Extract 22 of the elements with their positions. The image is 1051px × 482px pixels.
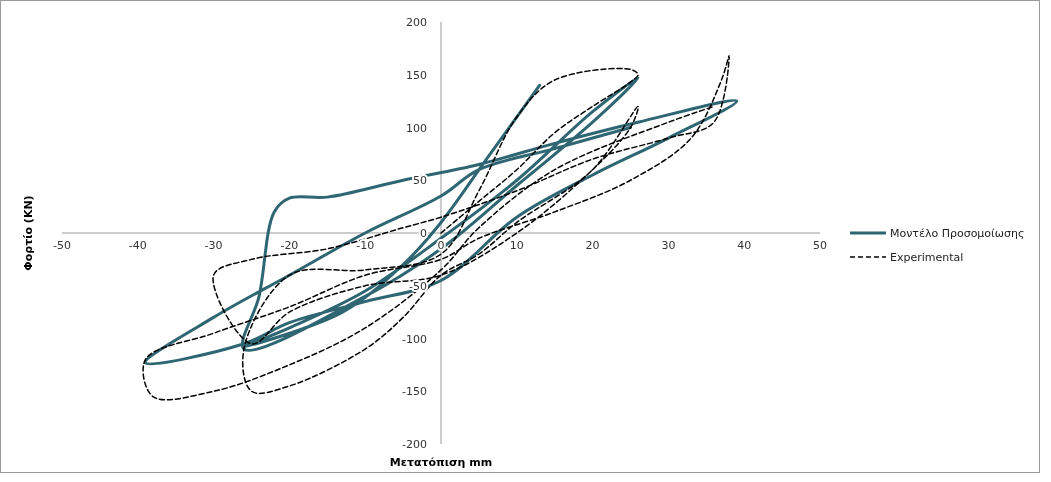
y-tick-label: 150 [406,68,427,82]
x-tick-label: 20 [585,239,600,252]
y-axis-title: Φορτίο (KN) [22,195,35,271]
y-tick-label: -200 [402,438,427,451]
y-tick-label: 200 [406,16,427,29]
x-tick-label: 10 [509,239,524,252]
y-tick-label: -150 [402,385,427,399]
legend-label: Experimental [890,251,964,264]
legend-label: Μοντέλο Προσομοίωσης [890,227,1025,240]
x-tick-label: -10 [356,239,375,252]
y-tick-label: 100 [406,121,427,135]
x-tick-label: 50 [813,239,827,252]
x-tick-label: 40 [737,239,752,252]
x-tick-label: -50 [53,239,71,252]
x-axis-title: Μετατόπιση mm [389,456,493,469]
y-tick-label: -100 [402,332,427,346]
x-tick-label: 30 [661,239,676,252]
x-tick-label: -20 [280,239,299,252]
y-tick-label: 50 [413,174,427,188]
y-tick-label: 0 [420,227,427,240]
x-tick-label: -30 [204,239,223,252]
x-tick-label: -40 [128,239,147,252]
